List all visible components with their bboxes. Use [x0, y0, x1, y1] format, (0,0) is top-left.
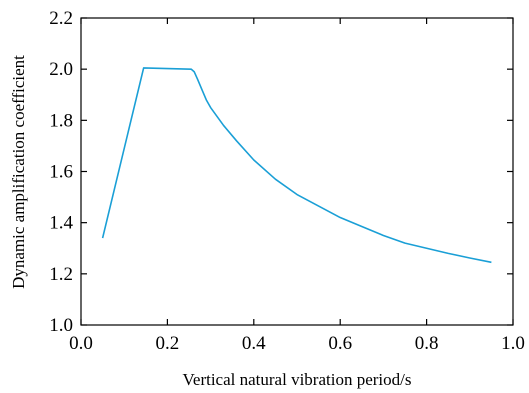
axes [80, 17, 514, 326]
y-axis-label: Dynamic amplification coefficient [9, 55, 28, 289]
y-tick-label: 2.2 [49, 8, 73, 29]
x-tick-label: 0.4 [242, 333, 266, 354]
series-line [101, 67, 492, 264]
x-tick-label: 0.2 [156, 333, 180, 354]
x-tick-label: 0.8 [415, 333, 439, 354]
x-axis-label: Vertical natural vibration period/s [183, 370, 412, 389]
y-tick-label: 1.2 [49, 264, 73, 285]
y-tick-label: 1.8 [49, 110, 73, 131]
plot-area [101, 67, 492, 264]
x-tick-label: 0.6 [328, 333, 352, 354]
plot-frame [80, 17, 514, 326]
x-tick-label: 1.0 [501, 333, 525, 354]
y-tick-label: 1.4 [49, 213, 73, 234]
x-tick-label: 0.0 [69, 333, 93, 354]
ticks: 0.0 0.2 0.4 0.6 0.8 1.0 1.0 1.2 1.4 1.6 1.8 2.0 2.2 [49, 8, 525, 354]
y-tick-label: 1.6 [49, 162, 73, 183]
y-tick-label: 2.0 [49, 59, 73, 80]
y-tick-label: 1.0 [49, 315, 73, 336]
